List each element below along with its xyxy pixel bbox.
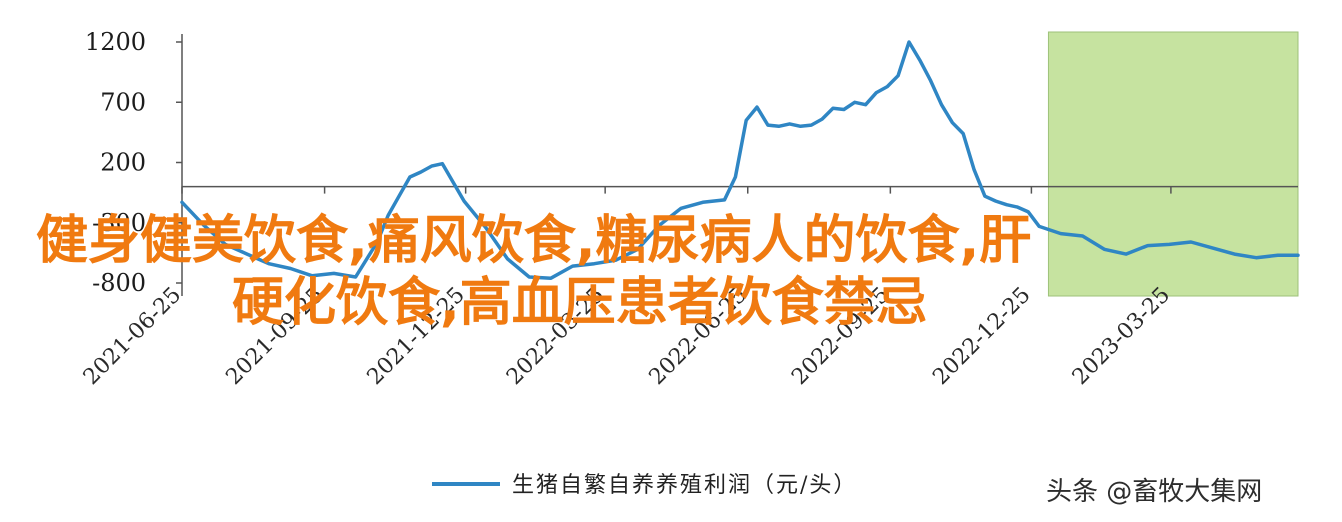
y-tick-label: 700 [100,88,146,116]
watermark: 头条 @畜牧大集网 [1046,477,1262,507]
x-tick-label: 2022-12-25 [928,283,1035,390]
y-tick-label: 1200 [85,28,146,56]
highlight-region [1047,31,1299,297]
watermark-text: 头条 @畜牧大集网 [1046,477,1262,507]
overlay-title: 健身健美饮食,痛风饮食,糖尿病人的饮食,肝 硬化饮食,高血压患者饮食禁忌 [36,211,1031,333]
axis-layer [181,34,1298,296]
x-tick-label: 2021-06-25 [79,283,186,390]
legend-label: 生猪自繁自养养殖利润（元/头） [512,473,857,498]
overlay-title-line-2: 硬化饮食,高血压患者饮食禁忌 [232,273,928,333]
x-tick-label: 2023-03-25 [1068,283,1175,390]
series-layer [180,40,1300,280]
legend: 生猪自繁自养养殖利润（元/头） [432,473,857,498]
y-axis-ticks: 1200 700 200 -300 -800 [85,28,182,297]
y-tick-label: -800 [92,269,146,297]
overlay-title-line-1: 健身健美饮食,痛风饮食,糖尿病人的饮食,肝 [36,211,1031,271]
highlight-region-layer [1047,31,1299,297]
y-tick-label: -300 [92,209,146,237]
y-tick-label: 200 [100,149,146,177]
series-line-pig-profit [180,40,1300,280]
